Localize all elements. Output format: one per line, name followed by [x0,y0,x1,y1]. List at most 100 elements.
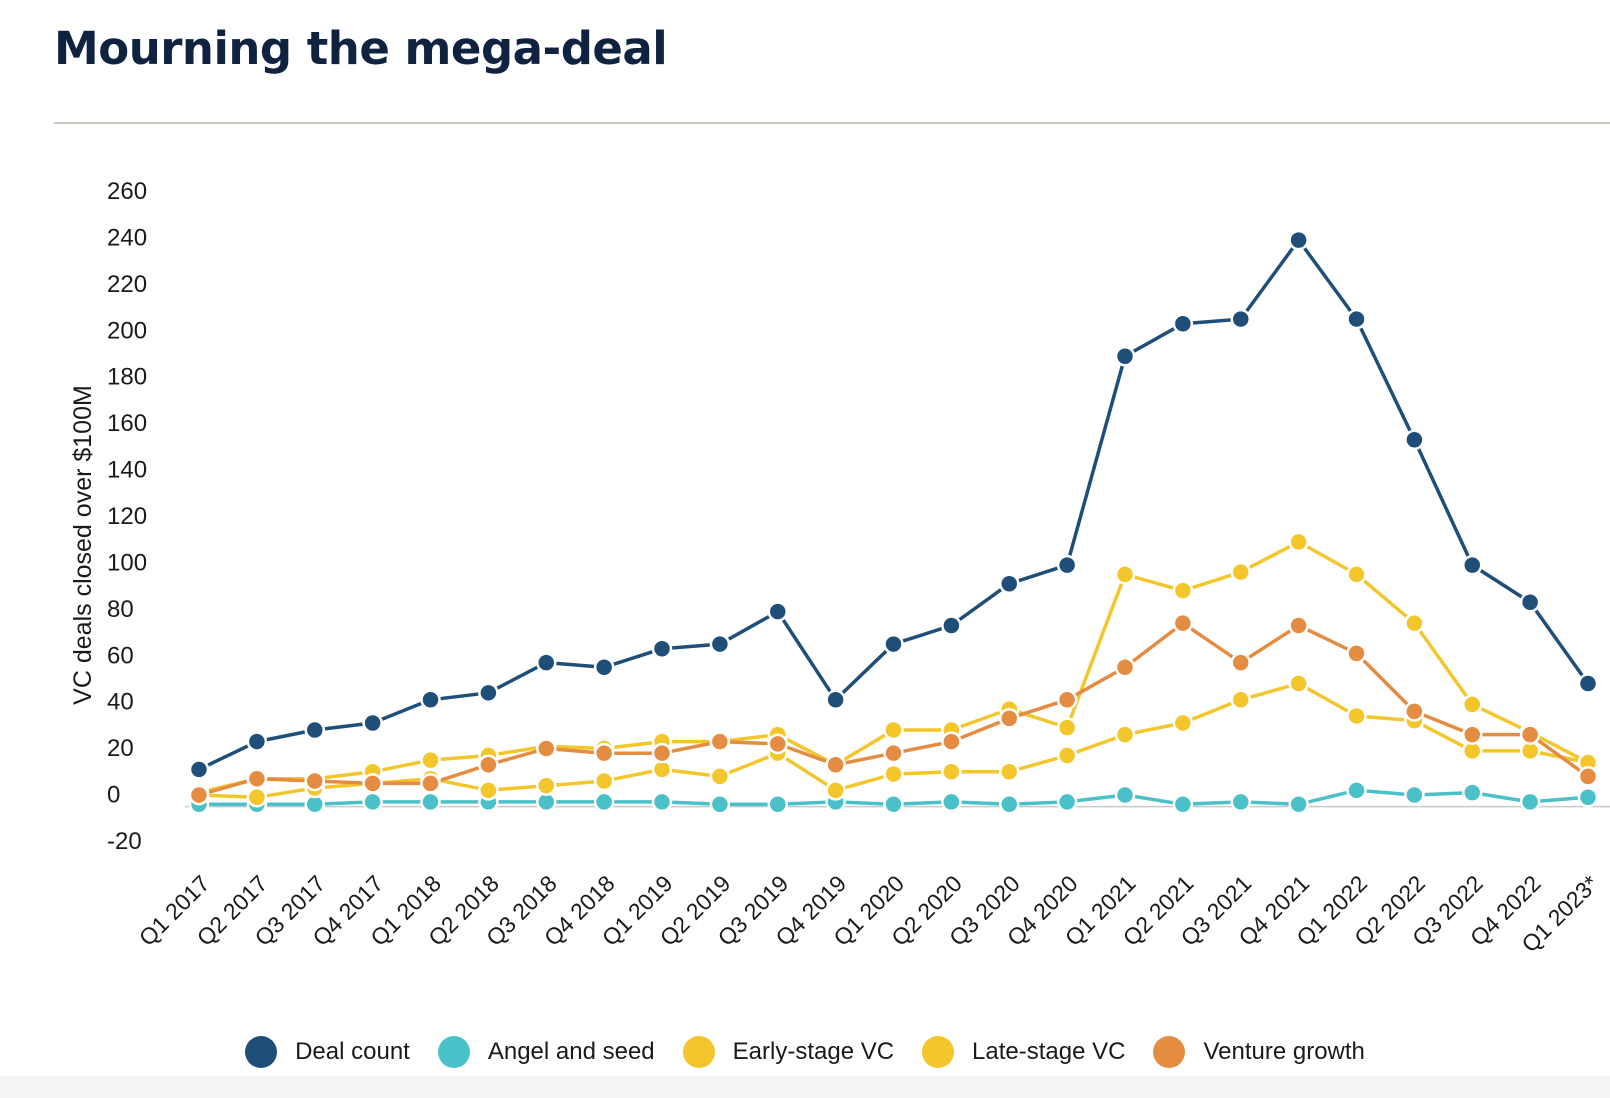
data-point-angel-and-seed [767,794,788,815]
legend-item: Early-stage VC [682,1036,895,1068]
data-point-deal-count [362,712,383,734]
legend-label: Early-stage VC [732,1038,895,1065]
data-point-angel-and-seed [883,794,904,815]
data-point-venture-growth [478,754,499,776]
data-point-deal-count [651,638,673,659]
y-tick-label: 20 [107,735,134,762]
data-point-early-stage-vc [593,770,615,792]
data-point-angel-and-seed [1172,794,1194,815]
y-tick-label: 80 [107,596,134,623]
data-point-angel-and-seed [1519,791,1541,813]
data-point-venture-growth [420,773,441,794]
data-point-late-stage-vc [1172,580,1194,601]
data-point-late-stage-vc [1114,564,1136,585]
y-tick-label: 40 [107,689,134,716]
data-point-angel-and-seed [1404,784,1425,806]
y-tick-label: 260 [107,178,147,205]
legend-item: Deal count [245,1036,410,1068]
data-point-deal-count [1288,229,1309,251]
data-point-angel-and-seed [1114,784,1136,806]
data-point-late-stage-vc [1230,561,1251,583]
data-point-early-stage-vc [1114,724,1136,745]
data-point-deal-count [246,731,268,752]
data-point-venture-growth [1462,724,1483,745]
data-point-angel-and-seed [999,794,1020,815]
data-point-venture-growth [883,742,904,764]
data-point-venture-growth [1056,689,1078,711]
data-point-angel-and-seed [362,791,383,813]
data-point-venture-growth [593,742,615,764]
y-tick-label: 120 [107,503,147,530]
data-point-deal-count [883,633,904,655]
data-point-venture-growth [188,784,210,806]
data-point-venture-growth [1577,766,1599,787]
line-chart: -20 0 20 40 60 80 100 120 140 160 180 200 220 240 260 V… [69,178,1610,957]
y-axis-label: VC deals closed over $100M [69,385,97,705]
chart-legend: Deal count Angel and seed Early-stage VC La… [0,1034,1610,1070]
y-tick-label: 200 [107,317,147,344]
title-divider [54,122,1610,124]
data-point-early-stage-vc [478,780,499,801]
data-point-deal-count [1462,554,1483,576]
data-point-early-stage-vc [1346,705,1367,727]
legend-swatch [682,1036,715,1068]
data-point-deal-count [420,689,441,711]
data-point-angel-and-seed [1056,791,1078,813]
data-point-venture-growth [1404,701,1425,722]
legend-item: Venture growth [1153,1036,1365,1068]
data-point-early-stage-vc [1172,712,1194,734]
data-point-deal-count [1346,308,1367,330]
page-title: Mourning the mega-deal [54,22,668,75]
data-point-angel-and-seed [1230,791,1251,813]
data-point-deal-count [304,719,325,741]
legend-label: Venture growth [1203,1038,1365,1065]
data-point-deal-count [188,759,210,780]
data-point-venture-growth [825,754,846,776]
data-point-early-stage-vc [941,761,962,782]
data-point-angel-and-seed [1577,787,1599,808]
data-point-early-stage-vc [825,780,846,801]
data-point-early-stage-vc [1056,745,1078,766]
data-point-deal-count [999,573,1020,594]
data-point-late-stage-vc [1288,531,1309,553]
data-point-late-stage-vc [1346,564,1367,585]
data-point-venture-growth [536,738,557,759]
y-tick-label: 140 [107,457,147,484]
legend-item: Angel and seed [437,1036,655,1068]
data-point-angel-and-seed [1288,794,1309,815]
data-point-angel-and-seed [1462,782,1483,803]
data-point-venture-growth [304,770,325,792]
series-line-deal-count [198,238,1590,771]
y-tick-label: 0 [107,782,120,809]
legend-label: Late-stage VC [972,1038,1126,1065]
legend-swatch [245,1036,278,1068]
y-tick-label: 240 [107,224,147,251]
data-point-deal-count [1230,308,1251,330]
data-point-deal-count [767,601,788,622]
data-point-deal-count [1577,673,1599,694]
data-point-venture-growth [1172,612,1194,634]
data-point-deal-count [709,633,731,655]
data-point-venture-growth [767,733,788,755]
data-point-early-stage-vc [536,775,557,796]
legend-label: Angel and seed [487,1038,655,1065]
data-point-deal-count [1114,345,1136,367]
data-point-venture-growth [246,768,268,789]
data-point-early-stage-vc [1230,689,1251,711]
data-point-deal-count [593,657,615,678]
data-point-late-stage-vc [1462,694,1483,715]
data-point-early-stage-vc [999,761,1020,782]
bottom-band [0,1076,1610,1098]
data-point-early-stage-vc [246,787,268,808]
data-point-deal-count [1056,554,1078,576]
data-point-deal-count [1172,313,1194,334]
y-tick-label: 180 [107,364,147,391]
data-point-late-stage-vc [1056,717,1078,738]
data-point-deal-count [1519,592,1541,613]
legend-swatch [922,1036,955,1068]
data-point-late-stage-vc [1404,612,1425,634]
data-point-late-stage-vc [883,719,904,741]
data-point-deal-count [825,689,846,711]
legend-item: Late-stage VC [922,1036,1125,1068]
